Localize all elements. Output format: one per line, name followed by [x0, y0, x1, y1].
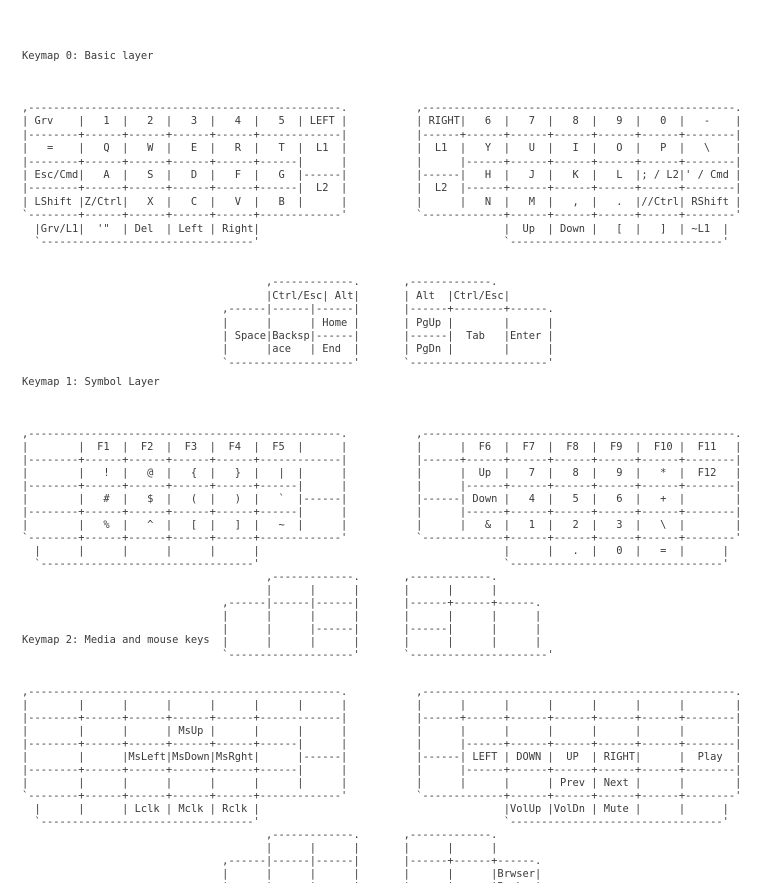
keymap-0-title: Keymap 0: Basic layer: [22, 50, 154, 62]
keymap-2-title: Keymap 2: Media and mouse keys: [22, 634, 210, 646]
keymap-section-basic-layer: Keymap 0: Basic layer ,-----------------…: [22, 24, 741, 396]
keymap-0-ascii-diagram: ,---------------------------------------…: [22, 102, 742, 369]
keymap-2-ascii-diagram: ,---------------------------------------…: [22, 686, 742, 883]
keymap-section-symbol-layer: Keymap 1: Symbol Layer ,----------------…: [22, 350, 741, 688]
keymap-1-title: Keymap 1: Symbol Layer: [22, 376, 160, 388]
keymap-1-ascii-diagram: ,---------------------------------------…: [22, 428, 742, 661]
keymap-section-media-mouse-keys: Keymap 2: Media and mouse keys ,--------…: [22, 608, 741, 883]
